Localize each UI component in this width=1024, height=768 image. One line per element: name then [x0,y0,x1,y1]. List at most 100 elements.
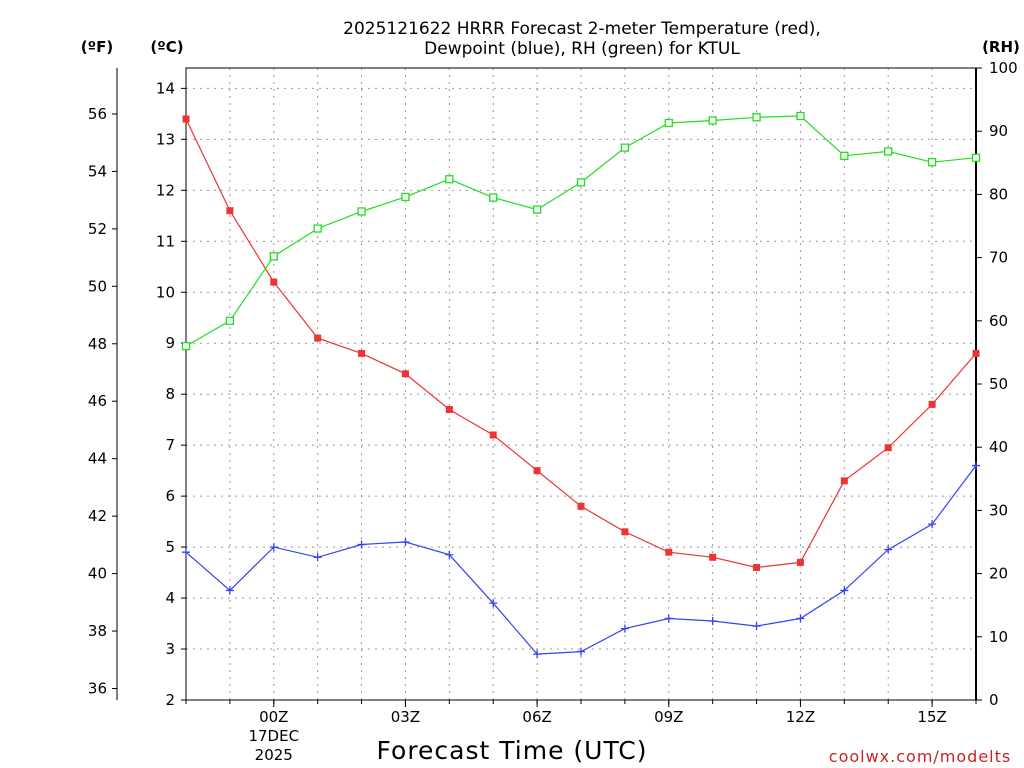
dewpoint-point [664,614,673,623]
rh-point [752,113,761,122]
x-tick-label: 00Z [259,708,288,726]
temperature-point [577,502,585,510]
celsius-tick-label: 12 [156,181,175,199]
celsius-tick-label: 14 [156,79,175,97]
temperature-point [621,528,629,536]
rh-point [971,153,981,162]
rh-point [664,118,673,128]
temperature-point [840,477,848,485]
fahrenheit-tick-label: 40 [88,565,107,583]
x-axis-label: Forecast Time (UTC) [377,736,648,765]
temperature-point [226,207,234,215]
celsius-tick-label: 10 [156,283,175,301]
credit-label: coolwx.com/modelts [829,747,1011,766]
x-tick-year-label: 2025 [255,746,293,764]
rh-point [708,116,717,125]
temperature-point [928,400,936,408]
celsius-tick-label: 11 [156,232,175,250]
dewpoint-point [401,538,410,546]
fahrenheit-tick-label: 50 [88,277,107,295]
rh-point [796,111,805,121]
fahrenheit-tick-label: 44 [88,450,107,468]
celsius-tick-label: 3 [165,640,175,658]
dewpoint-point [225,586,234,595]
temperature-point [182,115,190,123]
temperature-point [972,349,980,357]
rh-point [576,178,586,187]
rh-tick-label: 70 [989,249,1008,267]
temperature-point [884,444,892,452]
rh-tick-label: 20 [989,565,1008,583]
dewpoint-point [972,461,980,470]
rh-point [401,192,410,202]
dewpoint-point [357,540,366,549]
series-layer [181,111,981,659]
fahrenheit-tick-label: 56 [88,105,107,123]
rh-point [532,205,542,214]
fahrenheit-tick-label: 38 [88,622,107,640]
x-tick-label: 06Z [522,708,551,726]
x-tick-label: 15Z [917,708,946,726]
rh-tick-label: 40 [989,438,1008,456]
fahrenheit-tick-label: 36 [88,680,107,698]
celsius-tick-label: 4 [165,589,175,607]
fahrenheit-tick-label: 42 [88,507,107,525]
temperature-point [665,548,673,556]
celsius-tick-label: 2 [165,691,175,709]
rh-tick-label: 0 [989,691,999,709]
celsius-tick-label: 9 [165,334,175,352]
temperature-point [401,370,409,378]
rh-tick-label: 80 [989,185,1008,203]
rh-point [884,147,893,156]
axes-layer: 3638404244464850525456234567891011121314… [88,59,1018,709]
dewpoint-point [445,550,454,559]
x-tick-label: 03Z [391,708,420,726]
chart-title-line-2: Dewpoint (blue), RH (green) for KTUL [424,39,740,59]
dewpoint-point [489,599,498,608]
chart-title-line-1: 2025121622 HRRR Forecast 2-meter Tempera… [343,19,821,39]
celsius-tick-label: 8 [165,385,175,403]
temperature-point [358,349,366,357]
grid-layer [186,68,976,700]
rh-tick-label: 30 [989,501,1008,519]
rh-point [927,158,937,167]
rh-point [225,316,235,325]
x-tick-label: 12Z [786,708,815,726]
x-tick-label: 09Z [654,708,683,726]
dewpoint-point [752,622,761,631]
celsius-unit-label: (ºC) [150,38,183,56]
rh-tick-label: 90 [989,122,1008,140]
temperature-point [489,431,497,439]
rh-point [445,175,454,184]
rh-point [489,193,498,202]
fahrenheit-tick-label: 46 [88,392,107,410]
temperature-point [270,278,278,286]
temperature-point [533,467,541,475]
fahrenheit-tick-label: 48 [88,335,107,353]
fahrenheit-tick-label: 52 [88,220,107,238]
dewpoint-point [269,543,278,552]
dewpoint-point [928,520,937,529]
dewpoint-point [313,553,322,562]
dewpoint-point [796,614,805,623]
temperature-point [314,334,322,342]
rh-point [181,341,191,351]
rh-point [269,252,278,261]
rh-tick-label: 50 [989,375,1008,393]
rh-tick-label: 100 [989,59,1018,77]
rh-point [357,207,366,216]
temperature-point [709,553,717,561]
dewpoint-point [884,545,893,554]
celsius-tick-label: 13 [156,130,175,148]
rh-point [840,151,849,160]
dewpoint-point [577,647,585,656]
rh-tick-label: 10 [989,628,1008,646]
dewpoint-point [182,548,190,557]
temperature-point [445,405,453,413]
fahrenheit-tick-label: 54 [88,162,107,180]
rh-point [313,224,322,233]
rh-tick-label: 60 [989,312,1008,330]
dewpoint-point [840,586,849,595]
